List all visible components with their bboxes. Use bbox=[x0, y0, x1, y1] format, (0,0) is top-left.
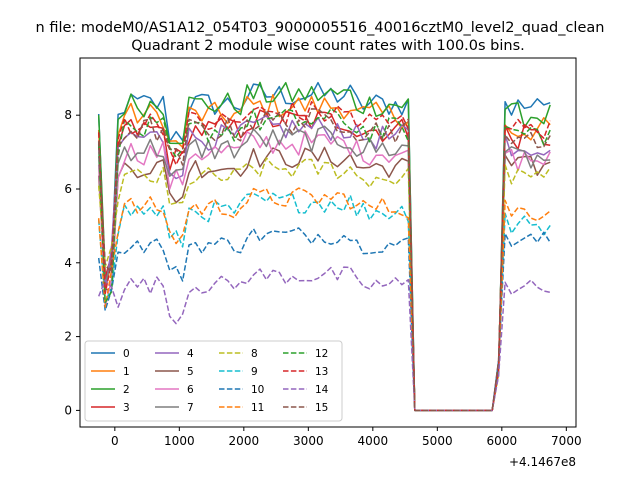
y-tick-label: 6 bbox=[64, 182, 72, 196]
x-tick-label: 5000 bbox=[422, 434, 453, 448]
legend-label: 1 bbox=[123, 366, 130, 378]
x-tick-label: 1000 bbox=[164, 434, 195, 448]
x-tick-label: 7000 bbox=[551, 434, 582, 448]
x-tick-label: 0 bbox=[111, 434, 119, 448]
y-tick-label: 8 bbox=[64, 108, 72, 122]
series-line-9 bbox=[97, 192, 551, 412]
x-tick-label: 2000 bbox=[229, 434, 260, 448]
legend-label: 15 bbox=[315, 402, 328, 414]
legend-label: 9 bbox=[251, 366, 258, 378]
legend-label: 6 bbox=[187, 384, 194, 396]
legend-label: 14 bbox=[315, 384, 329, 396]
legend-label: 0 bbox=[123, 348, 130, 360]
figure-suptitle: n file: modeM0/AS1A12_054T03_9000005516_… bbox=[36, 20, 605, 36]
y-tick-label: 2 bbox=[64, 330, 72, 344]
legend-label: 4 bbox=[187, 348, 194, 360]
y-axis: 0 2 4 6 8 bbox=[64, 108, 80, 417]
legend-frame bbox=[84, 340, 343, 422]
legend-label: 5 bbox=[187, 366, 194, 378]
legend-label: 2 bbox=[123, 384, 130, 396]
legend-label: 7 bbox=[187, 402, 194, 414]
chart-title: Quadrant 2 module wise count rates with … bbox=[131, 38, 525, 54]
legend-label: 12 bbox=[315, 348, 328, 360]
legend-label: 11 bbox=[251, 402, 264, 414]
series-line-15 bbox=[97, 108, 551, 412]
legend-label: 13 bbox=[315, 366, 328, 378]
plot-lines bbox=[97, 81, 551, 412]
y-tick-label: 0 bbox=[64, 403, 72, 417]
legend-label: 3 bbox=[123, 402, 130, 414]
x-axis: 0 1000 2000 3000 4000 5000 6000 7000 bbox=[111, 427, 582, 448]
legend-label: 8 bbox=[251, 348, 258, 360]
x-axis-offset-label: +4.1467e8 bbox=[509, 455, 576, 469]
x-tick-label: 3000 bbox=[293, 434, 324, 448]
x-tick-label: 4000 bbox=[358, 434, 389, 448]
series-line-13 bbox=[97, 101, 551, 412]
legend-label: 10 bbox=[251, 384, 264, 396]
plot-frame bbox=[79, 57, 577, 428]
y-tick-label: 4 bbox=[64, 256, 72, 270]
x-tick-label: 6000 bbox=[487, 434, 518, 448]
